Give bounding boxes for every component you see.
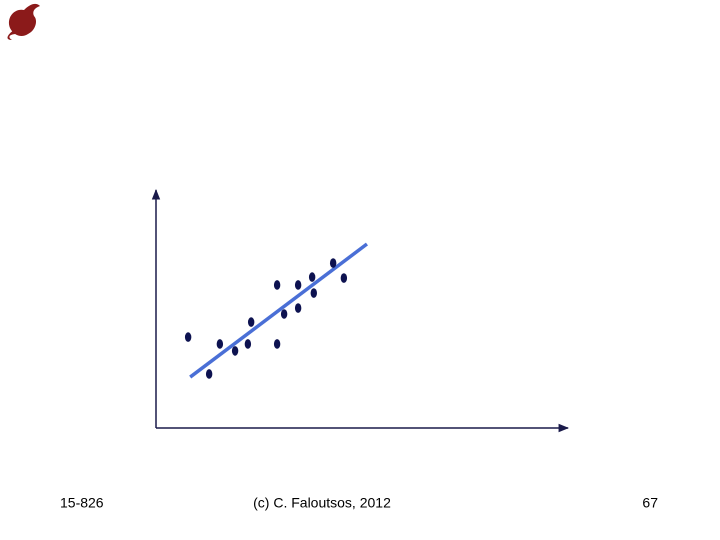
footer-center: (c) C. Faloutsos, 2012 bbox=[253, 495, 391, 511]
point bbox=[244, 339, 252, 349]
point bbox=[184, 332, 192, 342]
point bbox=[231, 346, 239, 356]
point bbox=[310, 288, 317, 298]
point bbox=[247, 317, 255, 327]
point bbox=[273, 339, 281, 349]
point bbox=[205, 369, 213, 379]
point bbox=[294, 280, 302, 290]
point bbox=[308, 272, 316, 282]
point bbox=[273, 280, 281, 290]
point bbox=[216, 339, 224, 349]
plot-area bbox=[184, 242, 368, 379]
point bbox=[340, 273, 348, 283]
point bbox=[329, 258, 337, 268]
point bbox=[280, 309, 288, 319]
logo bbox=[7, 3, 41, 40]
footer-right: 67 bbox=[642, 495, 658, 511]
footer-left: 15-826 bbox=[60, 495, 104, 511]
fit-line bbox=[189, 242, 368, 379]
point bbox=[294, 303, 302, 313]
